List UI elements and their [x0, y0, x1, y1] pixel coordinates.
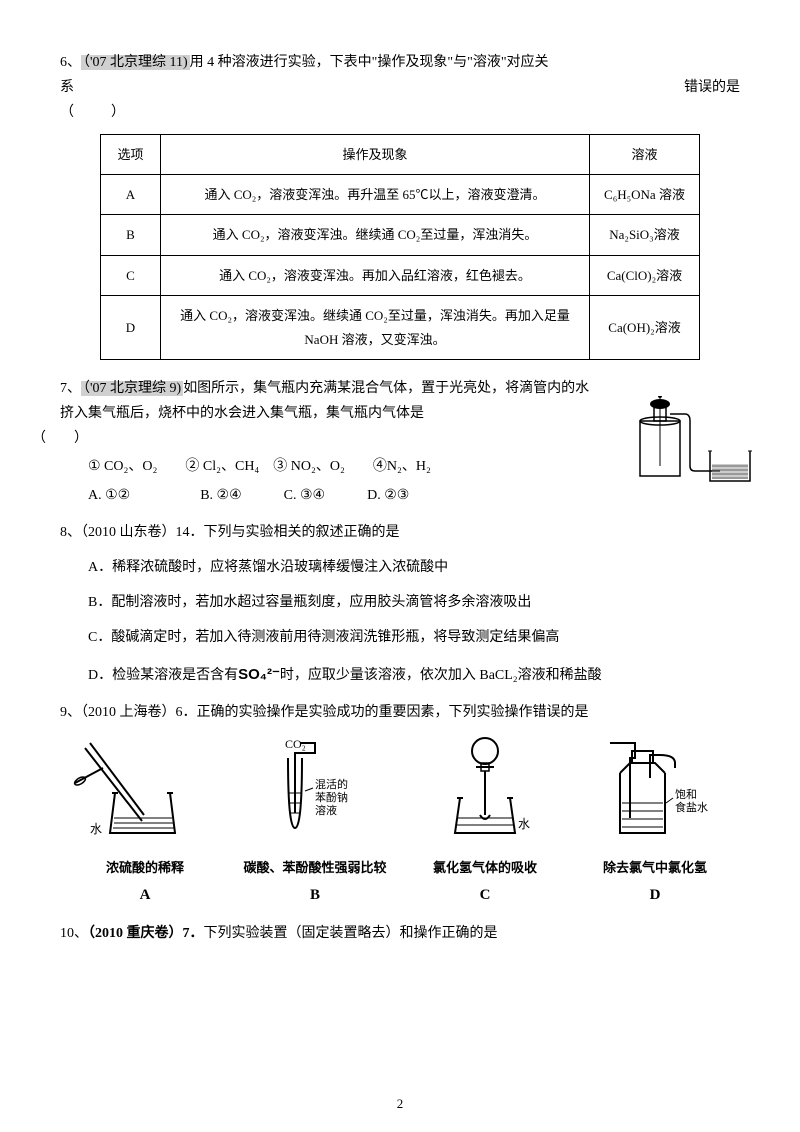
- q9-stem: 正确的实验操作是实验成功的重要因素，下列实验操作错误的是: [197, 705, 589, 720]
- q6-line1: 6、（'07 北京理综 11)用 4 种溶液进行实验，下表中"操作及现象"与"溶…: [60, 50, 740, 75]
- paren-open: （: [60, 105, 74, 120]
- paren-close: ）: [111, 105, 125, 120]
- fig-b-letter: B: [235, 882, 395, 909]
- question-9: 9、（2010 上海卷）6．正确的实验操作是实验成功的重要因素，下列实验操作错误…: [60, 700, 740, 909]
- fig-d-letter: D: [575, 882, 735, 909]
- q8-source: （2010 山东卷）14．: [81, 525, 204, 540]
- q6-source: （'07 北京理综 11): [81, 55, 190, 70]
- fig-a-letter: A: [65, 882, 225, 909]
- fig-c-letter: C: [405, 882, 565, 909]
- q8-opt-c: C．酸碱滴定时，若加入待测液前用待测液润洗锥形瓶，将导致测定结果偏高: [60, 625, 740, 650]
- q8-opt-d: D．检验某溶液是否含有SO₄²⁻时，应取少量该溶液，依次加入 BaCL₂溶液和稀…: [60, 661, 740, 688]
- q7-num: 7、: [60, 381, 81, 396]
- cell-sol: Ca(OH)₂溶液: [590, 296, 700, 360]
- q9-fig-b: CO₂ 混活的 苯酚钠 溶液 碳酸、苯酚酸性强弱比较 B: [235, 733, 395, 909]
- q6-line2: 系 错误的是: [60, 75, 740, 100]
- q8-opt-b: B．配制溶液时，若加水超过容量瓶刻度，应用胶头滴管将多余溶液吸出: [60, 590, 740, 615]
- q9-fig-c: 水 氯化氢气体的吸收 C: [405, 733, 565, 909]
- q6-line2-right: 错误的是: [684, 75, 740, 100]
- q8-opt-a: A．稀释浓硫酸时，应将蒸馏水沿玻璃棒缓慢注入浓硫酸中: [60, 555, 740, 580]
- q7-text-block: 7、（'07 北京理综 9)如图所示，集气瓶内充满某混合气体，置于光亮处，将滴管…: [60, 376, 600, 508]
- q8-d-post: 时，应取少量该溶液，依次加入 BaCL₂溶液和稀盐酸: [280, 668, 602, 683]
- cell-op: 通入 CO₂，溶液变浑浊。再加入品红溶液，红色褪去。: [161, 255, 590, 295]
- table-header-row: 选项 操作及现象 溶液: [101, 134, 700, 174]
- so4-formula: SO₄²⁻: [238, 666, 280, 683]
- svg-text:溶液: 溶液: [315, 803, 337, 817]
- table-row: B 通入 CO₂，溶液变浑浊。继续通 CO₂至过量，浑浊消失。 Na₂SiO₃溶…: [101, 215, 700, 255]
- q9-source: （2010 上海卷）6．: [81, 705, 197, 720]
- svg-text:水: 水: [90, 822, 102, 836]
- q6-table: 选项 操作及现象 溶液 A 通入 CO₂，溶液变浑浊。再升温至 65℃以上，溶液…: [100, 134, 700, 360]
- q9-fig-a: 水 浓硫酸的稀释 A: [65, 733, 225, 909]
- question-6: 6、（'07 北京理综 11)用 4 种溶液进行实验，下表中"操作及现象"与"溶…: [60, 50, 740, 360]
- table-row: D 通入 CO₂，溶液变浑浊。继续通 CO₂至过量，浑浊消失。再加入足量 NaO…: [101, 296, 700, 360]
- th-solution: 溶液: [590, 134, 700, 174]
- fig-c-caption: 氯化氢气体的吸收: [405, 856, 565, 879]
- q10-stem: 下列实验装置（固定装置略去）和操作正确的是: [204, 926, 498, 941]
- q7-answers: A. ①② B. ②④ C. ③④ D. ②③: [60, 483, 600, 508]
- q9-fig-d: 饱和 食盐水 除去氯气中氯化氢 D: [575, 733, 735, 909]
- fig-a-icon: 水: [70, 733, 220, 843]
- q9-figures-row: 水 浓硫酸的稀释 A CO₂ 混活的 苯酚钠 溶液 碳酸、苯酚酸性强弱比较 B: [60, 733, 740, 909]
- question-10: 10、（2010 重庆卷）7．下列实验装置（固定装置略去）和操作正确的是: [60, 921, 740, 946]
- q7-paren: （ ）: [32, 426, 600, 451]
- svg-text:饱和: 饱和: [675, 787, 697, 801]
- q6-lead: 用 4 种溶液进行实验，下表中"操作及现象"与"溶液"对应关: [190, 55, 549, 70]
- cell-op: 通入 CO₂，溶液变浑浊。继续通 CO₂至过量，浑浊消失。: [161, 215, 590, 255]
- q7-source: （'07 北京理综 9): [81, 381, 183, 396]
- q6-num: 6、: [60, 55, 81, 70]
- th-operation: 操作及现象: [161, 134, 590, 174]
- q6-line2-left: 系: [60, 80, 74, 95]
- svg-text:食盐水: 食盐水: [675, 800, 708, 814]
- table-row: A 通入 CO₂，溶液变浑浊。再升温至 65℃以上，溶液变澄清。 C₆H₅ONa…: [101, 174, 700, 214]
- fig-b-icon: CO₂ 混活的 苯酚钠 溶液: [240, 733, 390, 843]
- fig-d-caption: 除去氯气中氯化氢: [575, 856, 735, 879]
- question-8: 8、（2010 山东卷）14．下列与实验相关的叙述正确的是 A．稀释浓硫酸时，应…: [60, 520, 740, 688]
- q9-num: 9、: [60, 705, 81, 720]
- q10-source: （2010 重庆卷）7．: [88, 926, 204, 941]
- cell-sol: C₆H₅ONa 溶液: [590, 174, 700, 214]
- answer-blank[interactable]: [78, 105, 108, 120]
- water-label: 水: [518, 817, 530, 831]
- q10-num: 10、: [60, 926, 88, 941]
- question-7: 7、（'07 北京理综 9)如图所示，集气瓶内充满某混合气体，置于光亮处，将滴管…: [60, 376, 740, 508]
- cell-opt: D: [101, 296, 161, 360]
- table-row: C 通入 CO₂，溶液变浑浊。再加入品红溶液，红色褪去。 Ca(ClO)₂溶液: [101, 255, 700, 295]
- q6-paren: （ ）: [60, 100, 740, 125]
- fig-a-caption: 浓硫酸的稀释: [65, 856, 225, 879]
- page-number: 2: [0, 1096, 800, 1112]
- cell-op: 通入 CO₂，溶液变浑浊。再升温至 65℃以上，溶液变澄清。: [161, 174, 590, 214]
- q8-stem: 下列与实验相关的叙述正确的是: [204, 525, 400, 540]
- cell-op: 通入 CO₂，溶液变浑浊。继续通 CO₂至过量，浑浊消失。再加入足量 NaOH …: [161, 296, 590, 360]
- cell-opt: B: [101, 215, 161, 255]
- fig-c-icon: 水: [410, 733, 560, 843]
- svg-text:苯酚钠: 苯酚钠: [315, 790, 348, 804]
- cell-opt: A: [101, 174, 161, 214]
- q8-d-pre: D．检验某溶液是否含有: [88, 668, 238, 683]
- cell-sol: Na₂SiO₃溶液: [590, 215, 700, 255]
- fig-d-icon: 饱和 食盐水: [580, 733, 730, 843]
- fig-b-caption: 碳酸、苯酚酸性强弱比较: [235, 856, 395, 879]
- q8-num: 8、: [60, 525, 81, 540]
- th-option: 选项: [101, 134, 161, 174]
- q7-figure-icon: [630, 396, 760, 486]
- cell-sol: Ca(ClO)₂溶液: [590, 255, 700, 295]
- cell-opt: C: [101, 255, 161, 295]
- svg-text:混活的: 混活的: [315, 777, 348, 791]
- q7-circles: ① CO₂、O₂ ② Cl₂、CH₄ ③ NO₂、O₂ ④N₂、H₂: [60, 454, 600, 479]
